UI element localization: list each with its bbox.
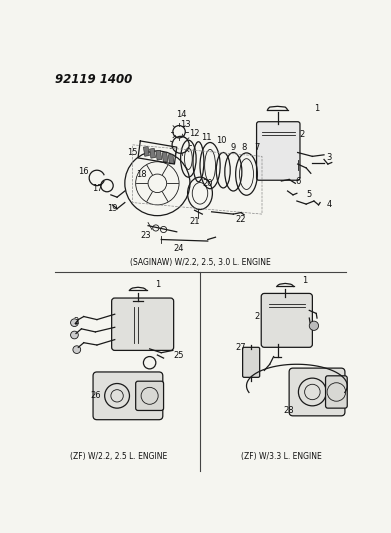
Bar — [150, 148, 156, 158]
Text: 25: 25 — [174, 351, 184, 360]
Text: 27: 27 — [236, 343, 246, 352]
Text: 16: 16 — [79, 167, 89, 176]
Circle shape — [70, 319, 78, 327]
Text: 1: 1 — [314, 104, 319, 113]
Text: 6: 6 — [296, 177, 301, 186]
Text: (SAGINAW) W/2.2, 2.5, 3.0 L. ENGINE: (SAGINAW) W/2.2, 2.5, 3.0 L. ENGINE — [130, 258, 270, 267]
FancyBboxPatch shape — [326, 376, 347, 408]
FancyBboxPatch shape — [261, 294, 312, 348]
Text: 9: 9 — [231, 143, 236, 151]
Text: 19: 19 — [107, 204, 118, 213]
Text: 18: 18 — [136, 169, 147, 179]
Text: 26: 26 — [90, 391, 101, 400]
Text: 12: 12 — [189, 129, 200, 138]
Text: 2: 2 — [254, 312, 259, 321]
Text: 7: 7 — [254, 143, 259, 151]
FancyBboxPatch shape — [112, 298, 174, 350]
FancyBboxPatch shape — [243, 348, 260, 377]
Text: 14: 14 — [176, 109, 187, 118]
Text: 5: 5 — [306, 190, 311, 199]
Text: 4: 4 — [327, 199, 332, 208]
Text: 11: 11 — [201, 133, 212, 142]
Text: 20: 20 — [203, 179, 213, 188]
Text: 22: 22 — [236, 215, 246, 224]
Text: 24: 24 — [174, 244, 184, 253]
Text: 15: 15 — [127, 148, 138, 157]
FancyBboxPatch shape — [136, 381, 163, 410]
FancyBboxPatch shape — [93, 372, 163, 419]
Text: 1: 1 — [155, 280, 160, 289]
Circle shape — [309, 321, 319, 330]
FancyBboxPatch shape — [289, 368, 345, 416]
Text: 2: 2 — [300, 130, 305, 139]
Bar — [156, 150, 162, 160]
Circle shape — [73, 346, 81, 353]
Bar — [143, 147, 149, 156]
Text: 13: 13 — [180, 119, 190, 128]
Text: 10: 10 — [216, 136, 226, 146]
Text: 1: 1 — [302, 276, 307, 285]
Bar — [168, 154, 174, 164]
Text: 8: 8 — [242, 143, 247, 151]
Text: 2: 2 — [74, 318, 79, 326]
Bar — [162, 152, 168, 162]
Text: 3: 3 — [327, 154, 332, 163]
FancyBboxPatch shape — [256, 122, 300, 180]
Text: (ZF) W/3.3 L. ENGINE: (ZF) W/3.3 L. ENGINE — [241, 452, 322, 461]
Text: 92119 1400: 92119 1400 — [55, 73, 132, 86]
Text: 17: 17 — [91, 184, 102, 193]
Text: 21: 21 — [189, 217, 200, 227]
Text: (ZF) W/2.2, 2.5 L. ENGINE: (ZF) W/2.2, 2.5 L. ENGINE — [70, 452, 167, 461]
Circle shape — [70, 331, 78, 339]
Text: 28: 28 — [284, 406, 294, 415]
Text: 23: 23 — [140, 231, 151, 240]
